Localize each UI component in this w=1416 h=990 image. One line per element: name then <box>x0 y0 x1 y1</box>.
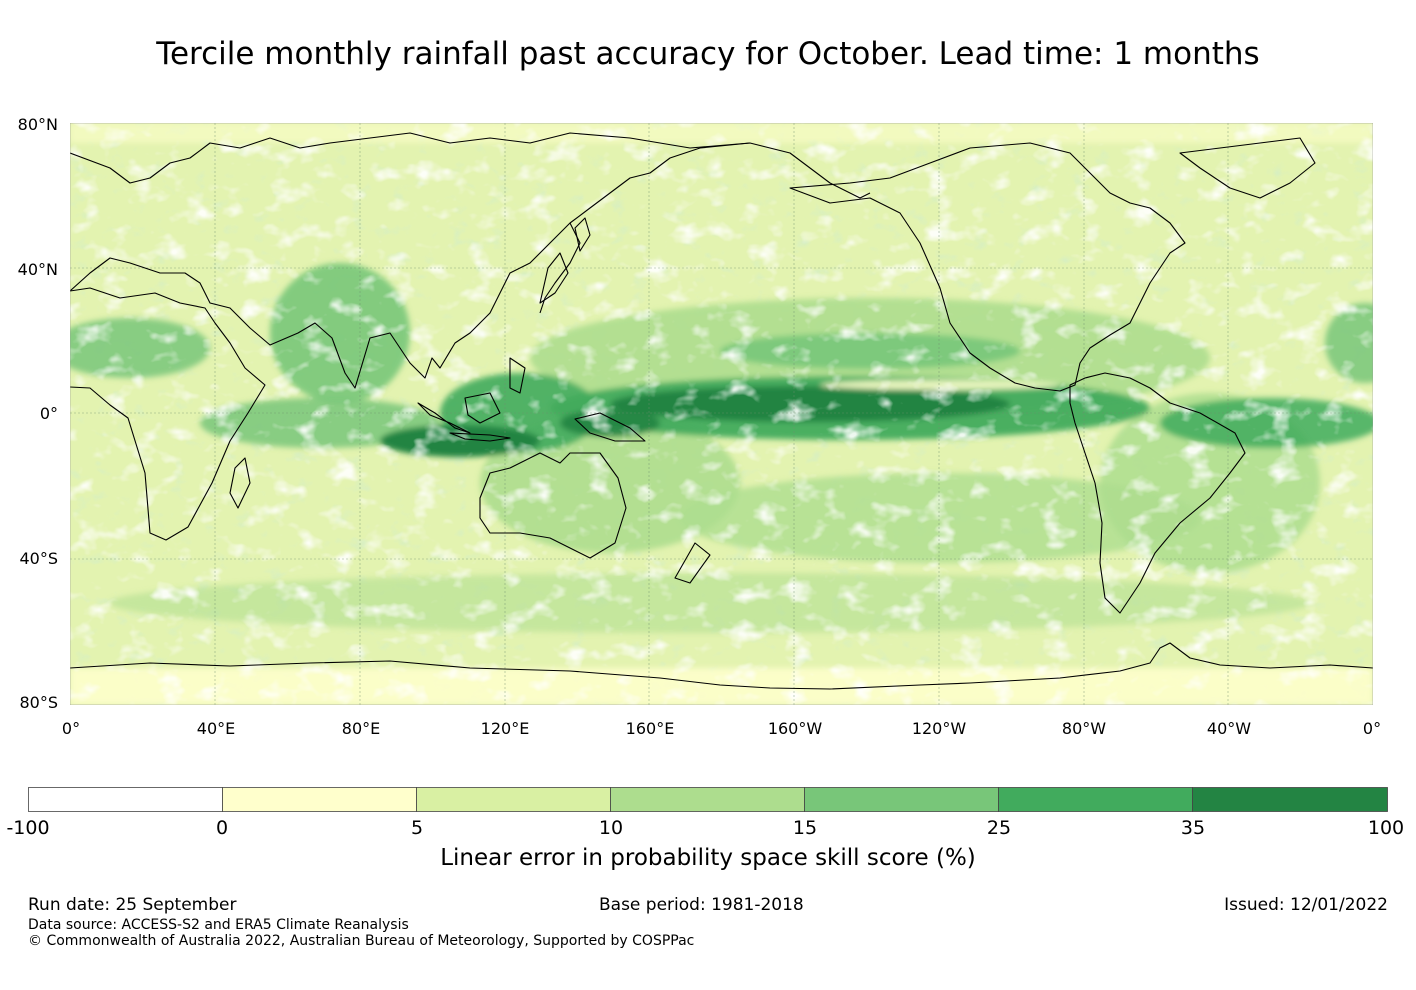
colorbar-seg-2 <box>416 787 611 812</box>
lon-label-120w: 120°W <box>911 719 967 738</box>
lat-label-80n: 80°N <box>17 115 58 134</box>
japan-coast <box>539 252 569 304</box>
lat-label-equator: 0° <box>39 404 58 423</box>
borneo-coast <box>464 392 501 424</box>
lon-label-160w: 160°W <box>767 719 823 738</box>
colorbar-label: Linear error in probability space skill … <box>440 845 976 871</box>
lat-label-40n: 40°N <box>17 260 58 279</box>
colorbar-tick-2: 5 <box>410 817 424 839</box>
java-coast <box>449 432 511 442</box>
lon-label-0-right: 0° <box>1362 719 1382 738</box>
madagascar-coast <box>229 457 251 509</box>
lat-label-80s: 80°S <box>19 693 58 712</box>
coastlines <box>70 132 1373 690</box>
new-guinea-coast <box>574 412 646 442</box>
copyright: © Commonwealth of Australia 2022, Austra… <box>28 933 695 949</box>
sakhalin-coast <box>574 217 591 252</box>
philippines-coast <box>509 357 526 394</box>
sumatra-coast <box>417 402 471 434</box>
arctic-coast <box>70 132 751 184</box>
colorbar-seg-0 <box>28 787 223 812</box>
lat-label-40s: 40°S <box>19 549 58 568</box>
colorbar-tick-1: 0 <box>215 817 229 839</box>
north-america-coast <box>789 142 1186 392</box>
lon-label-40w: 40°W <box>1206 719 1252 738</box>
colorbar-tick-6: 35 <box>1180 817 1206 839</box>
colorbar-tick-7: 100 <box>1367 817 1405 839</box>
colorbar-tick-4: 15 <box>792 817 818 839</box>
skill-score-map <box>70 123 1373 705</box>
colorbar <box>28 787 1388 812</box>
data-source: Data source: ACCESS-S2 and ERA5 Climate … <box>28 917 409 933</box>
issued-date: Issued: 12/01/2022 <box>1224 895 1388 915</box>
page-title: Tercile monthly rainfall past accuracy f… <box>156 36 1260 72</box>
base-period: Base period: 1981-2018 <box>599 895 804 915</box>
lon-label-0-left: 0° <box>61 719 81 738</box>
colorbar-tick-0: -100 <box>6 817 50 839</box>
colorbar-tick-3: 10 <box>598 817 624 839</box>
noise-layer-pale <box>70 123 1373 705</box>
colorbar-seg-4 <box>804 787 999 812</box>
lon-label-120e: 120°E <box>480 719 530 738</box>
run-date: Run date: 25 September <box>28 895 237 915</box>
lon-label-80e: 80°E <box>341 719 381 738</box>
new-zealand-coast <box>674 542 711 584</box>
colorbar-seg-3 <box>610 787 805 812</box>
antarctica-coast <box>70 642 1373 690</box>
lon-label-40e: 40°E <box>196 719 236 738</box>
colorbar-seg-1 <box>222 787 417 812</box>
colorbar-seg-6 <box>1192 787 1388 812</box>
africa-coast <box>70 287 266 541</box>
lon-label-80w: 80°W <box>1061 719 1107 738</box>
greenland-coast <box>1179 137 1316 199</box>
gridlines <box>70 123 1373 705</box>
eurasia-coast <box>70 142 871 389</box>
colorbar-seg-5 <box>998 787 1193 812</box>
south-america-coast <box>1069 372 1246 614</box>
lon-label-160e: 160°E <box>625 719 675 738</box>
australia-coast <box>479 452 627 559</box>
colorbar-tick-5: 25 <box>986 817 1012 839</box>
